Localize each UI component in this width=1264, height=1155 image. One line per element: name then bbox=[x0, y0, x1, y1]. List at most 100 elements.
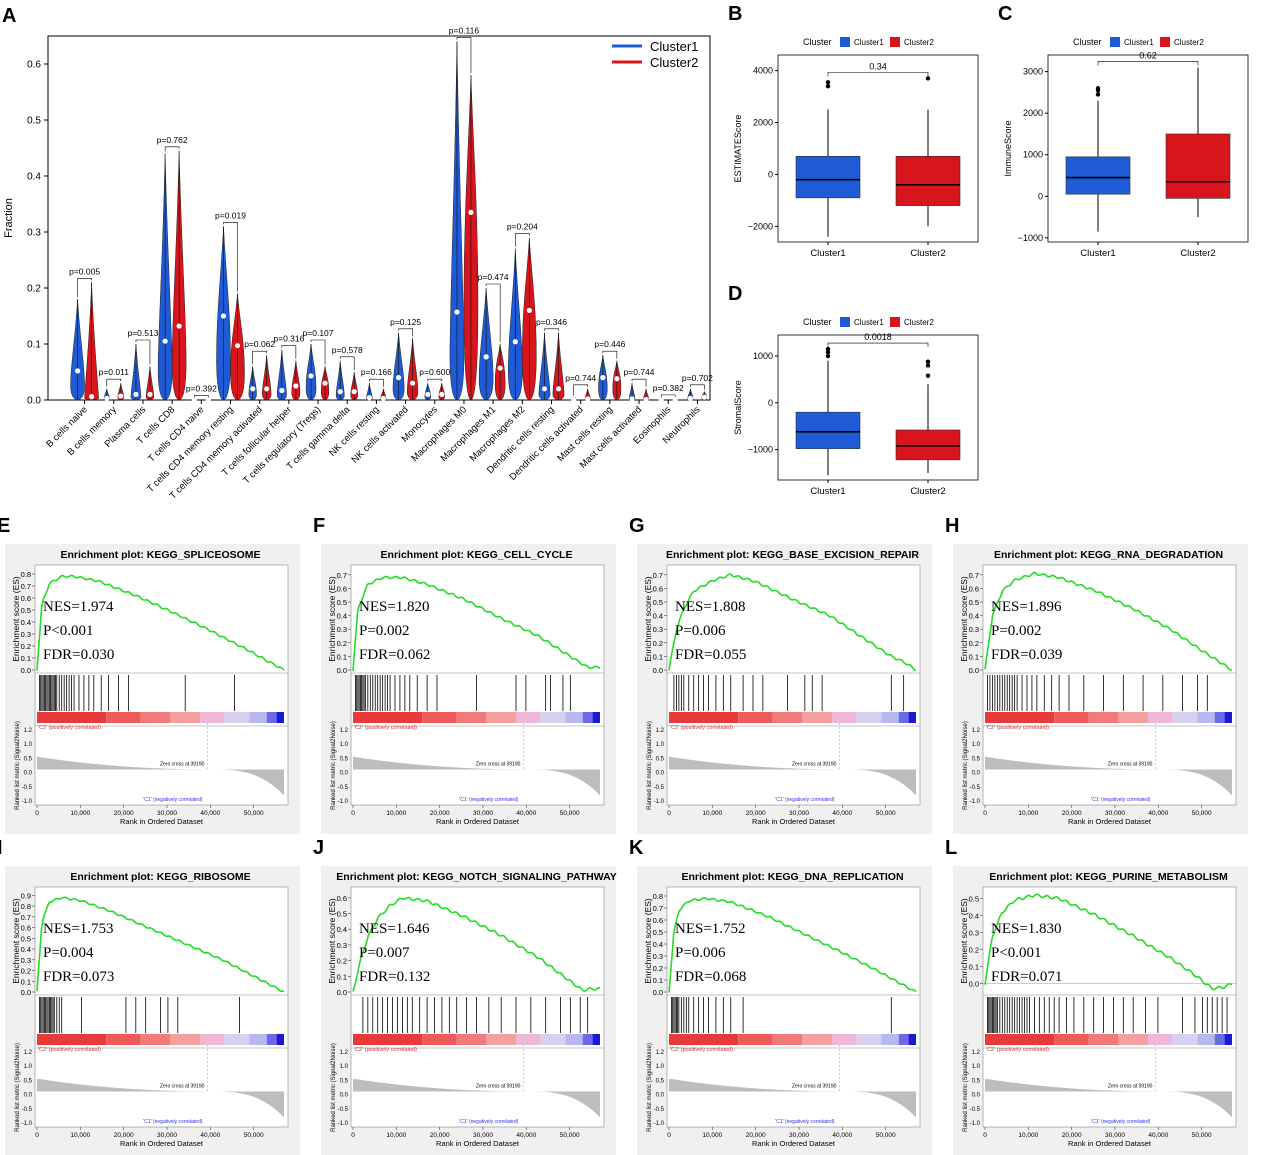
y-tick-label: 0.1 bbox=[653, 976, 663, 985]
nes-stat-text: FDR=0.132 bbox=[359, 969, 430, 985]
median-dot bbox=[526, 307, 532, 313]
panel-letter: A bbox=[2, 5, 16, 27]
p-value-label: p=0.116 bbox=[449, 26, 480, 36]
median-dot bbox=[555, 386, 562, 392]
median-dot bbox=[395, 375, 402, 381]
outlier-point bbox=[825, 83, 831, 89]
ranked-gradient-segment bbox=[582, 712, 593, 723]
y-axis-label: Enrichment score (ES) bbox=[327, 898, 337, 984]
legend-label: Cluster1 bbox=[854, 38, 884, 47]
y-tick-label: 0.2 bbox=[653, 639, 663, 648]
x-axis-label: Rank in Ordered Dataset bbox=[436, 1139, 520, 1148]
ranked-gradient-segment bbox=[1214, 1034, 1225, 1045]
x-tick-label: 30,000 bbox=[789, 1132, 809, 1139]
significance-bracket bbox=[515, 233, 530, 247]
ranked-gradient-segment bbox=[856, 712, 882, 723]
legend-swatch-cluster2 bbox=[890, 317, 900, 327]
median-dot bbox=[701, 394, 708, 400]
x-tick-label: 40,000 bbox=[1148, 1132, 1168, 1139]
metric-tick-label: 1.0 bbox=[24, 1064, 33, 1070]
ranked-gradient-segment bbox=[37, 1034, 107, 1045]
zero-cross-label: Zero cross at 39190 bbox=[476, 761, 521, 767]
y-tick-label: 0.2 bbox=[27, 284, 41, 295]
p-value-label: p=0.062 bbox=[244, 339, 275, 349]
x-tick-label: 0 bbox=[351, 1132, 355, 1139]
metric-tick-label: -1.0 bbox=[970, 799, 981, 805]
median-dot bbox=[409, 380, 416, 386]
panel-l-gsea-plot: L Enrichment plot: KEGG_PURINE_METABOLISM… bbox=[945, 837, 1248, 1155]
legend-label: Cluster2 bbox=[1174, 38, 1204, 47]
y-tick-label: 0.0 bbox=[21, 988, 31, 997]
ranked-gradient-segment bbox=[881, 712, 899, 723]
median-dot bbox=[658, 397, 664, 403]
metric-tick-label: 0.5 bbox=[972, 756, 981, 762]
x-axis-label: Rank in Ordered Dataset bbox=[752, 1139, 836, 1148]
enrichment-score-curve bbox=[668, 896, 917, 993]
metric-axis-label: Ranked list metric (Signal2Noise) bbox=[963, 721, 969, 810]
x-tick-label: 0 bbox=[667, 1132, 671, 1139]
p-value-label: p=0.204 bbox=[507, 222, 538, 232]
median-dot bbox=[366, 395, 373, 401]
y-tick-label: 0.0 bbox=[653, 666, 663, 675]
y-tick-label: 0.5 bbox=[969, 895, 979, 904]
p-value-label: p=0.600 bbox=[419, 367, 450, 377]
metric-tick-label: 1.2 bbox=[340, 1050, 349, 1056]
significance-bracket bbox=[252, 350, 267, 365]
nes-stat-text: NES=1.646 bbox=[359, 921, 430, 937]
x-tick-label: 50,000 bbox=[1192, 810, 1212, 817]
ranked-gradient-segment bbox=[266, 712, 277, 723]
metric-tick-label: -1.0 bbox=[22, 1121, 33, 1127]
x-tick-label: Cluster2 bbox=[910, 248, 945, 259]
legend-label: Cluster2 bbox=[904, 318, 934, 327]
ranked-gradient-segment bbox=[266, 1034, 277, 1045]
x-tick-label: 30,000 bbox=[789, 810, 809, 817]
x-tick-label: 20,000 bbox=[114, 1132, 134, 1139]
median-dot bbox=[279, 387, 285, 394]
metric-tick-label: 0.5 bbox=[340, 756, 349, 762]
x-tick-label: 50,000 bbox=[560, 810, 580, 817]
enrichment-score-curve bbox=[352, 896, 601, 993]
y-tick-label: 0.0 bbox=[969, 666, 979, 675]
median-dot bbox=[541, 386, 548, 392]
metric-axis-label: Ranked list metric (Signal2Noise) bbox=[647, 721, 653, 810]
ranked-gradient-segment bbox=[140, 1034, 171, 1045]
y-tick-label: 0.4 bbox=[969, 912, 979, 921]
median-dot bbox=[133, 391, 139, 397]
ranked-gradient-segment bbox=[540, 1034, 566, 1045]
plot-title: Enrichment plot: KEGG_SPLICEOSOME bbox=[60, 549, 260, 561]
metric-tick-label: 1.2 bbox=[24, 728, 33, 734]
ranked-gradient-segment bbox=[669, 1034, 739, 1045]
y-tick-label: 0.2 bbox=[969, 946, 979, 955]
metric-tick-label: 1.0 bbox=[340, 1064, 349, 1070]
median-dot bbox=[88, 394, 95, 400]
y-tick-label: 0.4 bbox=[27, 172, 41, 183]
ranked-gradient-segment bbox=[565, 712, 583, 723]
ranked-gradient-segment bbox=[140, 712, 171, 723]
ranked-gradient-segment bbox=[802, 712, 833, 723]
x-tick-label: 10,000 bbox=[386, 1132, 406, 1139]
significance-bracket bbox=[427, 378, 443, 382]
y-tick-label: 2000 bbox=[1023, 108, 1043, 118]
ranked-gradient-segment bbox=[772, 712, 803, 723]
metric-tick-label: 0.5 bbox=[972, 1078, 981, 1084]
nes-stat-text: NES=1.830 bbox=[991, 921, 1062, 937]
median-dot bbox=[191, 397, 197, 403]
ranked-gradient-segment bbox=[898, 1034, 909, 1045]
ranked-gradient-segment bbox=[540, 712, 566, 723]
y-tick-label: 0.3 bbox=[653, 952, 663, 961]
y-tick-label: 0 bbox=[768, 398, 773, 408]
significance-bracket bbox=[1097, 61, 1199, 66]
y-tick-label: 0.3 bbox=[21, 956, 31, 965]
x-tick-label: 10,000 bbox=[386, 810, 406, 817]
panel-letter: E bbox=[0, 515, 10, 537]
panel-letter: K bbox=[629, 837, 644, 859]
median-dot bbox=[176, 323, 182, 329]
zero-cross-label: Zero cross at 39190 bbox=[792, 761, 837, 767]
ranked-gradient-segment bbox=[1197, 712, 1215, 723]
x-tick-label: 10,000 bbox=[1018, 810, 1038, 817]
median-dot bbox=[454, 309, 460, 315]
enrichment-score-curve bbox=[36, 896, 285, 993]
p-value-label: p=0.474 bbox=[478, 272, 509, 282]
